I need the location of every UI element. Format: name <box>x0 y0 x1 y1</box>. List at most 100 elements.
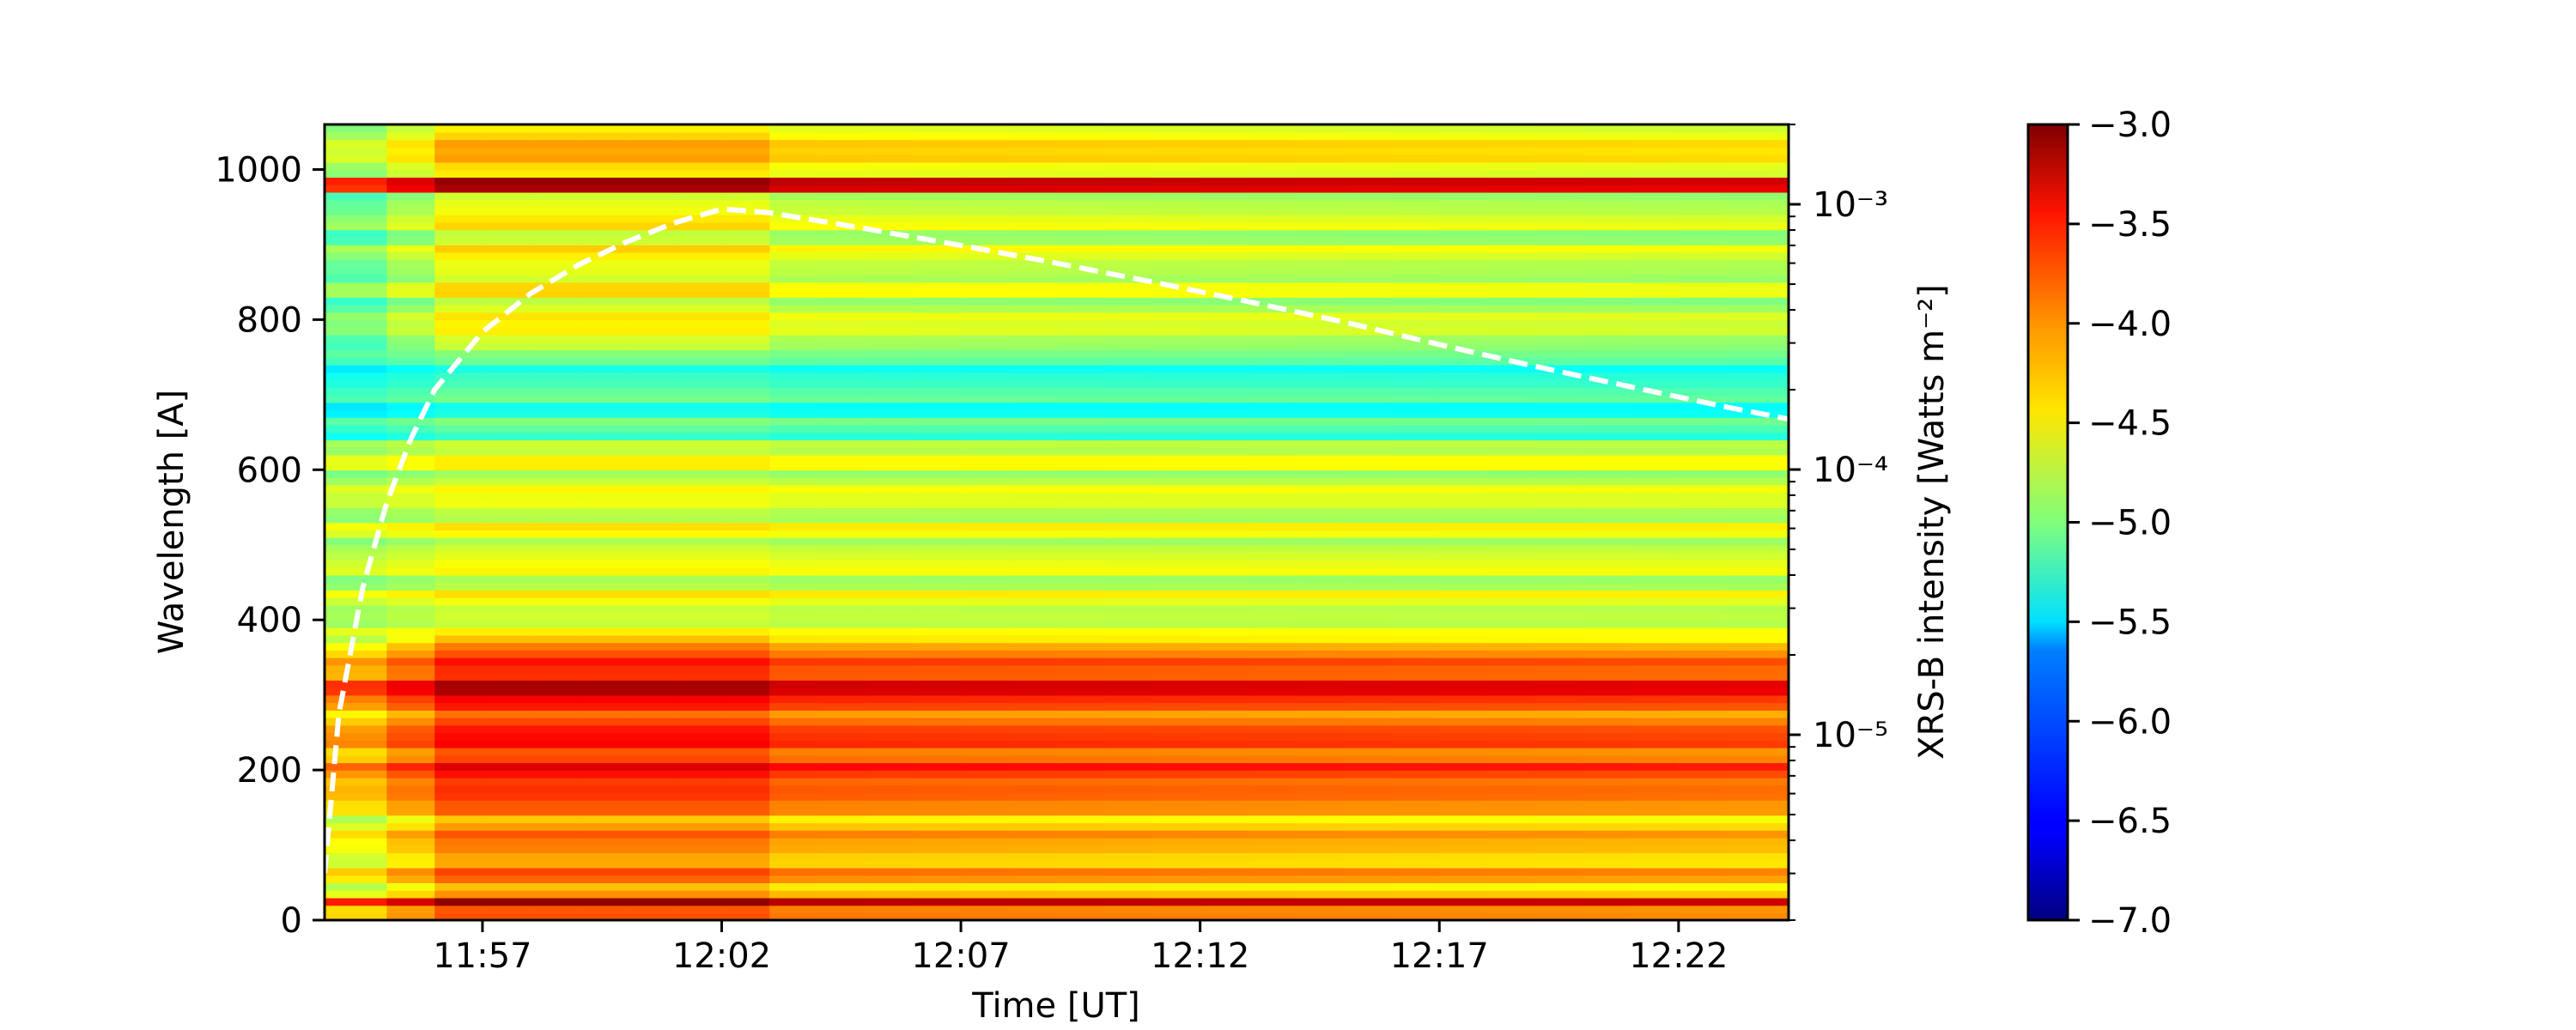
heatmap-cell <box>1534 800 1584 809</box>
heatmap-cell <box>1151 627 1201 636</box>
heatmap-cell <box>1487 560 1536 568</box>
heatmap-cell <box>1008 830 1058 839</box>
heatmap-cell <box>1104 169 1153 178</box>
heatmap-cell <box>530 574 580 584</box>
heatmap-cell <box>1200 574 1249 584</box>
heatmap-cell <box>769 259 818 268</box>
heatmap-cell <box>1726 882 1776 891</box>
heatmap-cell <box>1343 597 1393 606</box>
heatmap-cell <box>1056 582 1105 591</box>
heatmap-cell <box>434 304 483 313</box>
heatmap-cell <box>1678 890 1728 899</box>
heatmap-cell <box>1487 507 1536 516</box>
heatmap-cell <box>325 912 388 920</box>
heatmap-cell <box>961 567 1010 576</box>
heatmap-cell <box>1631 650 1680 658</box>
heatmap-cell <box>1296 815 1345 824</box>
heatmap-cell <box>1678 402 1728 411</box>
heatmap-cell <box>1296 251 1345 261</box>
heatmap-cell <box>325 131 388 141</box>
heatmap-cell <box>1296 191 1345 201</box>
heatmap-cell <box>673 394 723 403</box>
heatmap-cell <box>721 770 770 779</box>
heatmap-cell <box>1678 237 1728 245</box>
heatmap-cell <box>1439 387 1488 396</box>
heatmap-cell <box>865 454 914 464</box>
heatmap-cell <box>1200 875 1249 883</box>
heatmap-cell <box>961 574 1010 584</box>
heatmap-cell <box>1248 387 1297 396</box>
heatmap-cell <box>913 664 962 674</box>
heatmap-cell <box>721 664 770 674</box>
heatmap-cell <box>1631 289 1680 298</box>
heatmap-cell <box>721 897 770 906</box>
heatmap-cell <box>386 560 435 568</box>
heatmap-cell <box>1151 905 1201 913</box>
heatmap-cell <box>1008 664 1058 674</box>
heatmap-cell <box>1104 507 1153 516</box>
heatmap-cell <box>1248 282 1297 291</box>
heatmap-cell <box>1056 394 1105 403</box>
heatmap-cell <box>817 785 866 794</box>
heatmap-cell <box>626 717 675 726</box>
heatmap-cell <box>769 777 818 786</box>
heatmap-cell <box>1678 905 1728 913</box>
heatmap-cell <box>913 612 962 621</box>
heatmap-cell <box>1534 304 1584 313</box>
heatmap-cell <box>817 124 866 133</box>
heatmap-cell <box>1534 342 1584 351</box>
heatmap-cell <box>1678 710 1728 718</box>
heatmap-cell <box>1583 762 1631 771</box>
heatmap-cell <box>913 860 962 869</box>
heatmap-cell <box>673 147 723 155</box>
heatmap-cell <box>1487 169 1536 178</box>
heatmap-cell <box>865 267 914 276</box>
heatmap-cell <box>1439 710 1488 718</box>
heatmap-cell <box>1487 574 1536 584</box>
heatmap-cell <box>1487 672 1536 681</box>
heatmap-cell <box>1008 409 1058 418</box>
heatmap-cell <box>1104 199 1153 208</box>
heatmap-cell <box>434 694 483 704</box>
heatmap-cell <box>1248 447 1297 456</box>
heatmap-cell <box>1678 815 1728 824</box>
heatmap-cell <box>1631 860 1680 869</box>
heatmap-cell <box>721 822 770 831</box>
heatmap-cell <box>1726 131 1776 141</box>
heatmap-cell <box>626 664 675 674</box>
heatmap-cell <box>817 199 866 208</box>
heatmap-cell <box>865 830 914 839</box>
heatmap-cell <box>769 822 818 831</box>
heatmap-cell <box>1296 439 1345 448</box>
heatmap-cell <box>578 537 627 546</box>
heatmap-cell <box>817 462 866 470</box>
heatmap-cell <box>769 387 818 396</box>
heatmap-cell <box>1248 627 1297 636</box>
heatmap-cell <box>913 304 962 313</box>
heatmap-cell <box>1726 694 1776 704</box>
heatmap-cell <box>1296 620 1345 628</box>
heatmap-cell <box>961 334 1010 343</box>
heatmap-cell <box>578 815 627 824</box>
heatmap-cell <box>1391 890 1440 899</box>
heatmap-cell <box>1534 792 1584 801</box>
heatmap-cell <box>1391 530 1440 538</box>
heatmap-cell <box>482 867 532 876</box>
heatmap-cell <box>1104 732 1153 741</box>
heatmap-cell <box>1343 604 1393 614</box>
heatmap-cell <box>578 259 627 268</box>
heatmap-cell <box>1678 867 1728 876</box>
heatmap-cell <box>1391 567 1440 576</box>
heatmap-cell <box>1151 462 1201 470</box>
heatmap-cell <box>769 762 818 771</box>
heatmap-cell <box>865 590 914 598</box>
heatmap-cell <box>1200 800 1249 809</box>
heatmap-cell <box>1583 852 1631 861</box>
heatmap-cell <box>386 402 435 411</box>
heatmap-cell <box>1343 544 1393 554</box>
heatmap-cell <box>1439 251 1488 261</box>
heatmap-cell <box>1774 852 1789 861</box>
heatmap-cell <box>961 897 1010 906</box>
heatmap-cell <box>1248 800 1297 809</box>
heatmap-cell <box>530 207 580 215</box>
